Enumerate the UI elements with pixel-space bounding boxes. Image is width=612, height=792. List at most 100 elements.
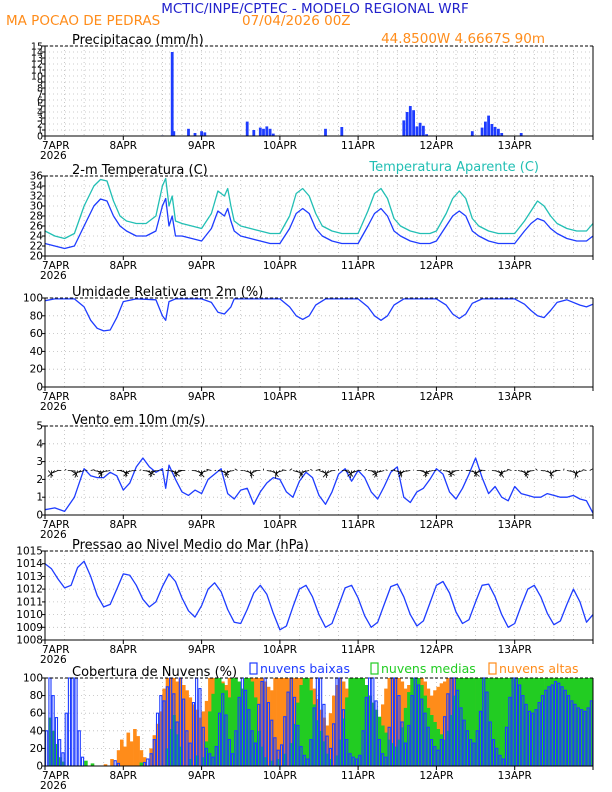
cloud-bar-nuvens-altas (436, 686, 440, 766)
cloud-bar-nuvens-medias (54, 744, 59, 766)
cloud-bar-nuvens-medias (58, 757, 62, 766)
cloud-bar-nuvens-medias (299, 685, 303, 766)
y-tick-label: 40 (30, 725, 43, 737)
wind-arrow (563, 468, 565, 471)
cloud-bar-nuvens-medias (195, 755, 199, 766)
wind-arrow (315, 468, 321, 471)
cloud-bar-nuvens-altas (204, 700, 209, 766)
x-day-label: 7APR (42, 140, 70, 152)
precip-bar (245, 121, 249, 136)
cloud-bar-nuvens-medias (416, 678, 421, 766)
x-day-label: 13APR (498, 260, 532, 272)
cloud-bar-nuvens-medias (234, 678, 238, 766)
cloud-bar-nuvens-altas (152, 735, 157, 766)
cloud-bar-nuvens-medias (348, 678, 352, 766)
wind-arrow (292, 470, 299, 473)
cloud-bar-nuvens-medias (276, 759, 281, 766)
x-day-label: 7APR (42, 519, 70, 531)
legend-swatch (249, 662, 258, 675)
x-day-label: 9APR (188, 770, 216, 782)
wind-arrow (397, 470, 408, 475)
cloud-bar-nuvens-medias (576, 678, 581, 766)
y-tick-label: 6 (37, 96, 43, 107)
cloud-bar-nuvens-baixas (67, 677, 72, 767)
wind-arrow (566, 470, 572, 472)
cloud-bar-nuvens-altas (178, 678, 183, 766)
cloud-bar-nuvens-altas (443, 681, 447, 766)
cloud-bar-nuvens-altas (133, 729, 137, 766)
series-line-rh-0 (44, 298, 594, 332)
wind-arrow (274, 470, 281, 476)
cloud-bar-nuvens-baixas (113, 760, 117, 767)
cloud-bar-nuvens-baixas (74, 677, 78, 767)
header-title: MCTIC/INPE/CPTEC - MODELO REGIONAL WRF (161, 1, 469, 17)
cloud-bar-nuvens-medias (341, 718, 346, 766)
x-day-label: 7APR (42, 260, 70, 272)
cloud-bar-nuvens-altas (390, 678, 395, 766)
y-tick-label: 0 (36, 761, 43, 773)
cloud-bar-nuvens-altas (110, 759, 114, 766)
cloud-bar-nuvens-medias (367, 695, 372, 766)
cloud-bar-nuvens-altas (116, 750, 121, 766)
x-year-label: 2026 (40, 401, 67, 413)
y-tick-label: 13 (31, 54, 43, 65)
cloud-bar-nuvens-altas (446, 678, 450, 766)
x-day-label: 8APR (110, 770, 138, 782)
y-tick-label: 24 (30, 231, 44, 243)
y-tick-label: 1010 (16, 609, 43, 621)
cloud-bar-nuvens-medias (211, 693, 215, 766)
cloud-bar-nuvens-medias (230, 678, 235, 766)
x-day-label: 11APR (341, 391, 375, 403)
cloud-bar-nuvens-altas (162, 688, 166, 766)
y-tick-label: 80 (30, 310, 43, 322)
cloud-bar-nuvens-medias (423, 695, 427, 766)
wind-arrow (500, 470, 509, 473)
cloud-bar-nuvens-medias (472, 678, 476, 766)
precip-bar (519, 133, 523, 136)
cloud-bar-nuvens-baixas (146, 758, 150, 767)
precip-bar (480, 127, 484, 136)
y-tick-label: 0 (36, 510, 43, 522)
cloud-bar-nuvens-altas (397, 678, 401, 766)
cloud-bar-nuvens-medias (345, 697, 349, 766)
wind-arrow (574, 470, 581, 476)
cloud-bar-nuvens-altas (139, 750, 144, 766)
y-tick-label: 1008 (16, 635, 43, 647)
cloud-bar-nuvens-medias (508, 678, 512, 766)
precip-bar (500, 133, 504, 136)
cloud-bar-nuvens-altas (123, 746, 127, 766)
precip-bar (422, 125, 425, 136)
cloud-bar-nuvens-altas (384, 688, 388, 766)
x-year-label: 2026 (40, 654, 67, 666)
cloud-bar-nuvens-medias (563, 678, 568, 766)
cloud-bar-nuvens-altas (394, 678, 398, 766)
panel-title-rh: Umidade Relativa em 2m (%) (72, 285, 263, 300)
wind-arrow (51, 470, 59, 474)
cloud-bar-nuvens-baixas (77, 730, 81, 767)
cloud-bar-nuvens-medias (589, 678, 594, 766)
y-tick-label: 4 (36, 438, 43, 450)
wind-arrow (405, 470, 411, 472)
cloud-bar-nuvens-medias (394, 746, 398, 766)
cloud-bar-nuvens-altas (266, 686, 271, 766)
y-tick-label: 20 (30, 364, 43, 376)
cloud-bar-nuvens-altas (279, 678, 284, 766)
cloud-bar-nuvens-medias (240, 688, 245, 766)
cloud-bar-nuvens-medias (322, 741, 326, 766)
cloud-bar-nuvens-altas (273, 678, 277, 766)
cloud-bar-nuvens-medias (90, 763, 95, 766)
precip-bar (170, 52, 174, 136)
cloud-bar-nuvens-medias (224, 690, 228, 766)
y-tick-label: 1009 (16, 622, 43, 634)
precip-bar (402, 120, 406, 136)
wind-arrow (226, 470, 235, 472)
wind-arrow (535, 468, 538, 471)
cloud-bar-nuvens-medias (397, 739, 401, 766)
wind-arrow (424, 470, 434, 473)
cloud-bar-nuvens-altas (159, 711, 163, 766)
cloud-bar-nuvens-medias (139, 762, 144, 766)
x-day-label: 12APR (419, 140, 453, 152)
cloud-bar-nuvens-baixas (71, 677, 75, 767)
